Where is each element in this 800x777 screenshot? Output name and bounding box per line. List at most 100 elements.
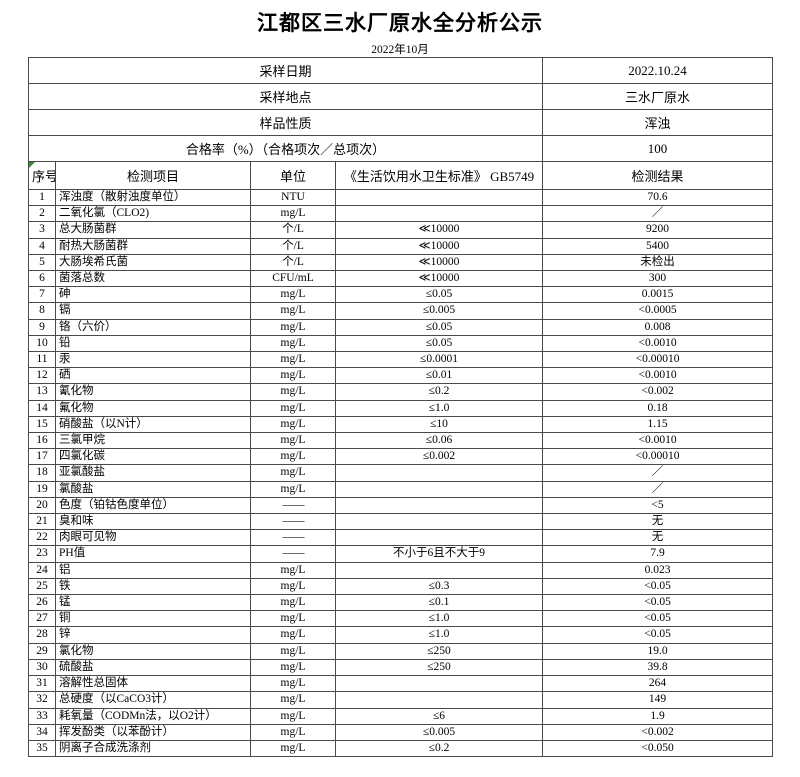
cell-result: <0.050 bbox=[542, 739, 774, 758]
cell-standard bbox=[334, 480, 544, 498]
cell-unit: mg/L bbox=[250, 351, 336, 369]
cell-result: 0.023 bbox=[542, 561, 774, 579]
cell-unit: mg/L bbox=[250, 415, 336, 434]
cell-unit: mg/L bbox=[250, 480, 336, 498]
table-row: 24 铝 mg/L 0.023 bbox=[28, 561, 774, 579]
table-row: 12 硒 mg/L ≤0.01 <0.0010 bbox=[28, 367, 774, 385]
cell-result: 5400 bbox=[542, 237, 774, 255]
cell-result: <5 bbox=[542, 496, 774, 515]
table-row: 19 氯酸盐 mg/L ／ bbox=[28, 480, 774, 498]
cell-seq: 4 bbox=[28, 237, 56, 255]
meta-label: 合格率（%）（合格项次／总项次） bbox=[27, 135, 544, 162]
cell-unit: mg/L bbox=[250, 626, 336, 644]
cell-unit: mg/L bbox=[250, 302, 336, 320]
table-row: 4 耐热大肠菌群 个/L ≪10000 5400 bbox=[28, 237, 774, 255]
cell-result: 39.8 bbox=[542, 658, 774, 677]
cell-item: PH值 bbox=[55, 545, 251, 563]
meta-row: 合格率（%）（合格项次／总项次） 100 bbox=[27, 135, 774, 162]
cell-standard: ≤0.05 bbox=[334, 318, 544, 336]
cell-seq: 31 bbox=[28, 675, 56, 693]
cell-seq: 19 bbox=[28, 480, 56, 498]
cell-item: 总大肠菌群 bbox=[55, 221, 251, 239]
water-quality-table: 采样日期 2022.10.24 采样地点 三水厂原水 样品性质 浑浊 合格率（%）（合格项次… bbox=[27, 57, 774, 758]
cell-item: 铁 bbox=[55, 577, 251, 596]
water-quality-table-wrap: 采样日期 2022.10.24 采样地点 三水厂原水 样品性质 浑浊 合格率（%）（合格项次… bbox=[27, 57, 774, 758]
cell-standard: ≤0.2 bbox=[334, 739, 544, 758]
title-block: 江都区三水厂原水全分析公示 2022年10月 bbox=[0, 0, 800, 58]
cell-result: ／ bbox=[542, 480, 774, 498]
cell-item: 浑浊度（散射浊度单位） bbox=[55, 188, 251, 207]
table-row: 32 总硬度（以CaCO3计） mg/L 149 bbox=[28, 691, 774, 709]
cell-standard: ≪10000 bbox=[334, 253, 544, 272]
cell-standard: ≤6 bbox=[334, 707, 544, 725]
cell-seq: 24 bbox=[28, 561, 56, 579]
cell-item: 氰化物 bbox=[55, 383, 251, 401]
cell-seq: 11 bbox=[28, 351, 56, 369]
cell-result: 70.6 bbox=[542, 188, 774, 207]
meta-row: 样品性质 浑浊 bbox=[27, 109, 774, 136]
meta-row: 采样地点 三水厂原水 bbox=[27, 83, 774, 110]
cell-item: 肉眼可见物 bbox=[55, 529, 251, 547]
cell-unit: CFU/mL bbox=[250, 270, 336, 288]
page-subtitle: 2022年10月 bbox=[371, 44, 429, 56]
cell-result: 1.9 bbox=[542, 707, 774, 725]
table-row: 9 铬（六价） mg/L ≤0.05 0.008 bbox=[28, 318, 774, 336]
cell-standard: 不小于6且不大于9 bbox=[334, 545, 544, 563]
table-row: 1 浑浊度（散射浊度单位） NTU 70.6 bbox=[28, 188, 774, 207]
table-row: 23 PH值 —— 不小于6且不大于9 7.9 bbox=[28, 545, 774, 563]
table-row: 27 铜 mg/L ≤1.0 <0.05 bbox=[28, 610, 774, 628]
table-row: 11 汞 mg/L ≤0.0001 <0.00010 bbox=[28, 351, 774, 369]
cell-result: <0.00010 bbox=[542, 448, 774, 466]
cell-standard: ≤10 bbox=[334, 415, 544, 434]
cell-unit: mg/L bbox=[250, 286, 336, 304]
cell-item: 硒 bbox=[55, 367, 251, 385]
cell-standard bbox=[334, 561, 544, 579]
cell-item: 耗氧量（CODMn法，以O2计） bbox=[55, 707, 251, 725]
cell-seq: 13 bbox=[28, 383, 56, 401]
cell-item: 亚氯酸盐 bbox=[55, 464, 251, 482]
cell-standard: ≤0.002 bbox=[334, 448, 544, 466]
cell-seq: 20 bbox=[28, 496, 56, 515]
table-row: 8 镉 mg/L ≤0.005 <0.0005 bbox=[28, 302, 774, 320]
cell-unit: mg/L bbox=[250, 334, 336, 353]
cell-item: 挥发酚类（以苯酚计） bbox=[55, 723, 251, 741]
cell-seq: 32 bbox=[28, 691, 56, 709]
cell-result: <0.002 bbox=[542, 383, 774, 401]
cell-result: 0.008 bbox=[542, 318, 774, 336]
table-row: 14 氟化物 mg/L ≤1.0 0.18 bbox=[28, 399, 774, 417]
cell-standard bbox=[334, 188, 544, 207]
table-row: 30 硫酸盐 mg/L ≤250 39.8 bbox=[28, 658, 774, 677]
cell-result: <0.0010 bbox=[542, 367, 774, 385]
cell-item: 三氯甲烷 bbox=[55, 432, 251, 450]
cell-unit: mg/L bbox=[250, 318, 336, 336]
cell-standard: ≤0.1 bbox=[334, 594, 544, 612]
cell-seq: 12 bbox=[28, 367, 56, 385]
table-row: 34 挥发酚类（以苯酚计） mg/L ≤0.005 <0.002 bbox=[28, 723, 774, 741]
cell-unit: mg/L bbox=[250, 205, 336, 223]
table-row: 5 大肠埃希氏菌 个/L ≪10000 未检出 bbox=[28, 253, 774, 272]
cell-result: 149 bbox=[542, 691, 774, 709]
table-row: 17 四氯化碳 mg/L ≤0.002 <0.00010 bbox=[28, 448, 774, 466]
table-row: 6 菌落总数 CFU/mL ≪10000 300 bbox=[28, 270, 774, 288]
table-row: 3 总大肠菌群 个/L ≪10000 9200 bbox=[28, 221, 774, 239]
meta-value: 三水厂原水 bbox=[542, 83, 774, 110]
table-row: 35 阴离子合成洗涤剂 mg/L ≤0.2 <0.050 bbox=[28, 739, 774, 758]
cell-item: 臭和味 bbox=[55, 513, 251, 531]
cell-standard: ≤0.2 bbox=[334, 383, 544, 401]
meta-value: 浑浊 bbox=[542, 109, 774, 136]
cell-seq: 30 bbox=[28, 658, 56, 677]
cell-unit: mg/L bbox=[250, 464, 336, 482]
meta-value: 100 bbox=[542, 135, 774, 162]
cell-item: 硫酸盐 bbox=[55, 658, 251, 677]
cell-result: <0.002 bbox=[542, 723, 774, 741]
cell-item: 氯酸盐 bbox=[55, 480, 251, 498]
table-row: 15 硝酸盐（以N计） mg/L ≤10 1.15 bbox=[28, 415, 774, 434]
cell-seq: 29 bbox=[28, 642, 56, 660]
cell-result: <0.0005 bbox=[542, 302, 774, 320]
cell-standard bbox=[334, 513, 544, 531]
cell-standard: ≤0.005 bbox=[334, 302, 544, 320]
cell-item: 氟化物 bbox=[55, 399, 251, 417]
cell-result: 0.0015 bbox=[542, 286, 774, 304]
cell-unit: mg/L bbox=[250, 383, 336, 401]
cell-unit: 个/L bbox=[250, 253, 336, 272]
